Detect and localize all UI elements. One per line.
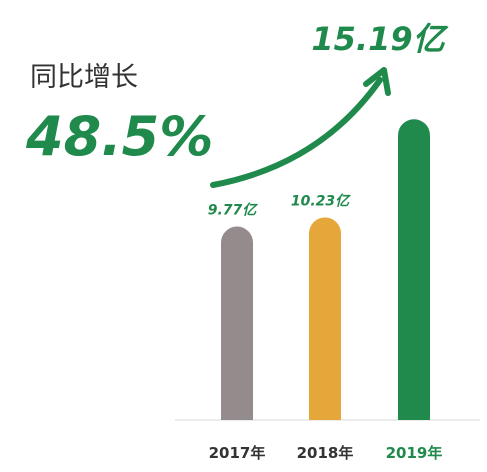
arrow-head: [363, 67, 391, 96]
x-tick-label: 2018年: [297, 444, 354, 462]
bar: [221, 226, 253, 420]
value-label: 10.23亿: [291, 192, 351, 209]
x-tick-label: 2017年: [209, 444, 266, 462]
value-label: 9.77亿: [208, 202, 259, 219]
annotation-value: 48.5%: [25, 105, 213, 168]
x-tick-label: 2019年: [386, 444, 443, 462]
annotation-label: 同比增长: [30, 62, 138, 93]
bar: [398, 119, 430, 420]
growth-arrow: [210, 77, 383, 188]
value-label: 15.19亿: [311, 20, 448, 58]
bar: [309, 217, 341, 420]
